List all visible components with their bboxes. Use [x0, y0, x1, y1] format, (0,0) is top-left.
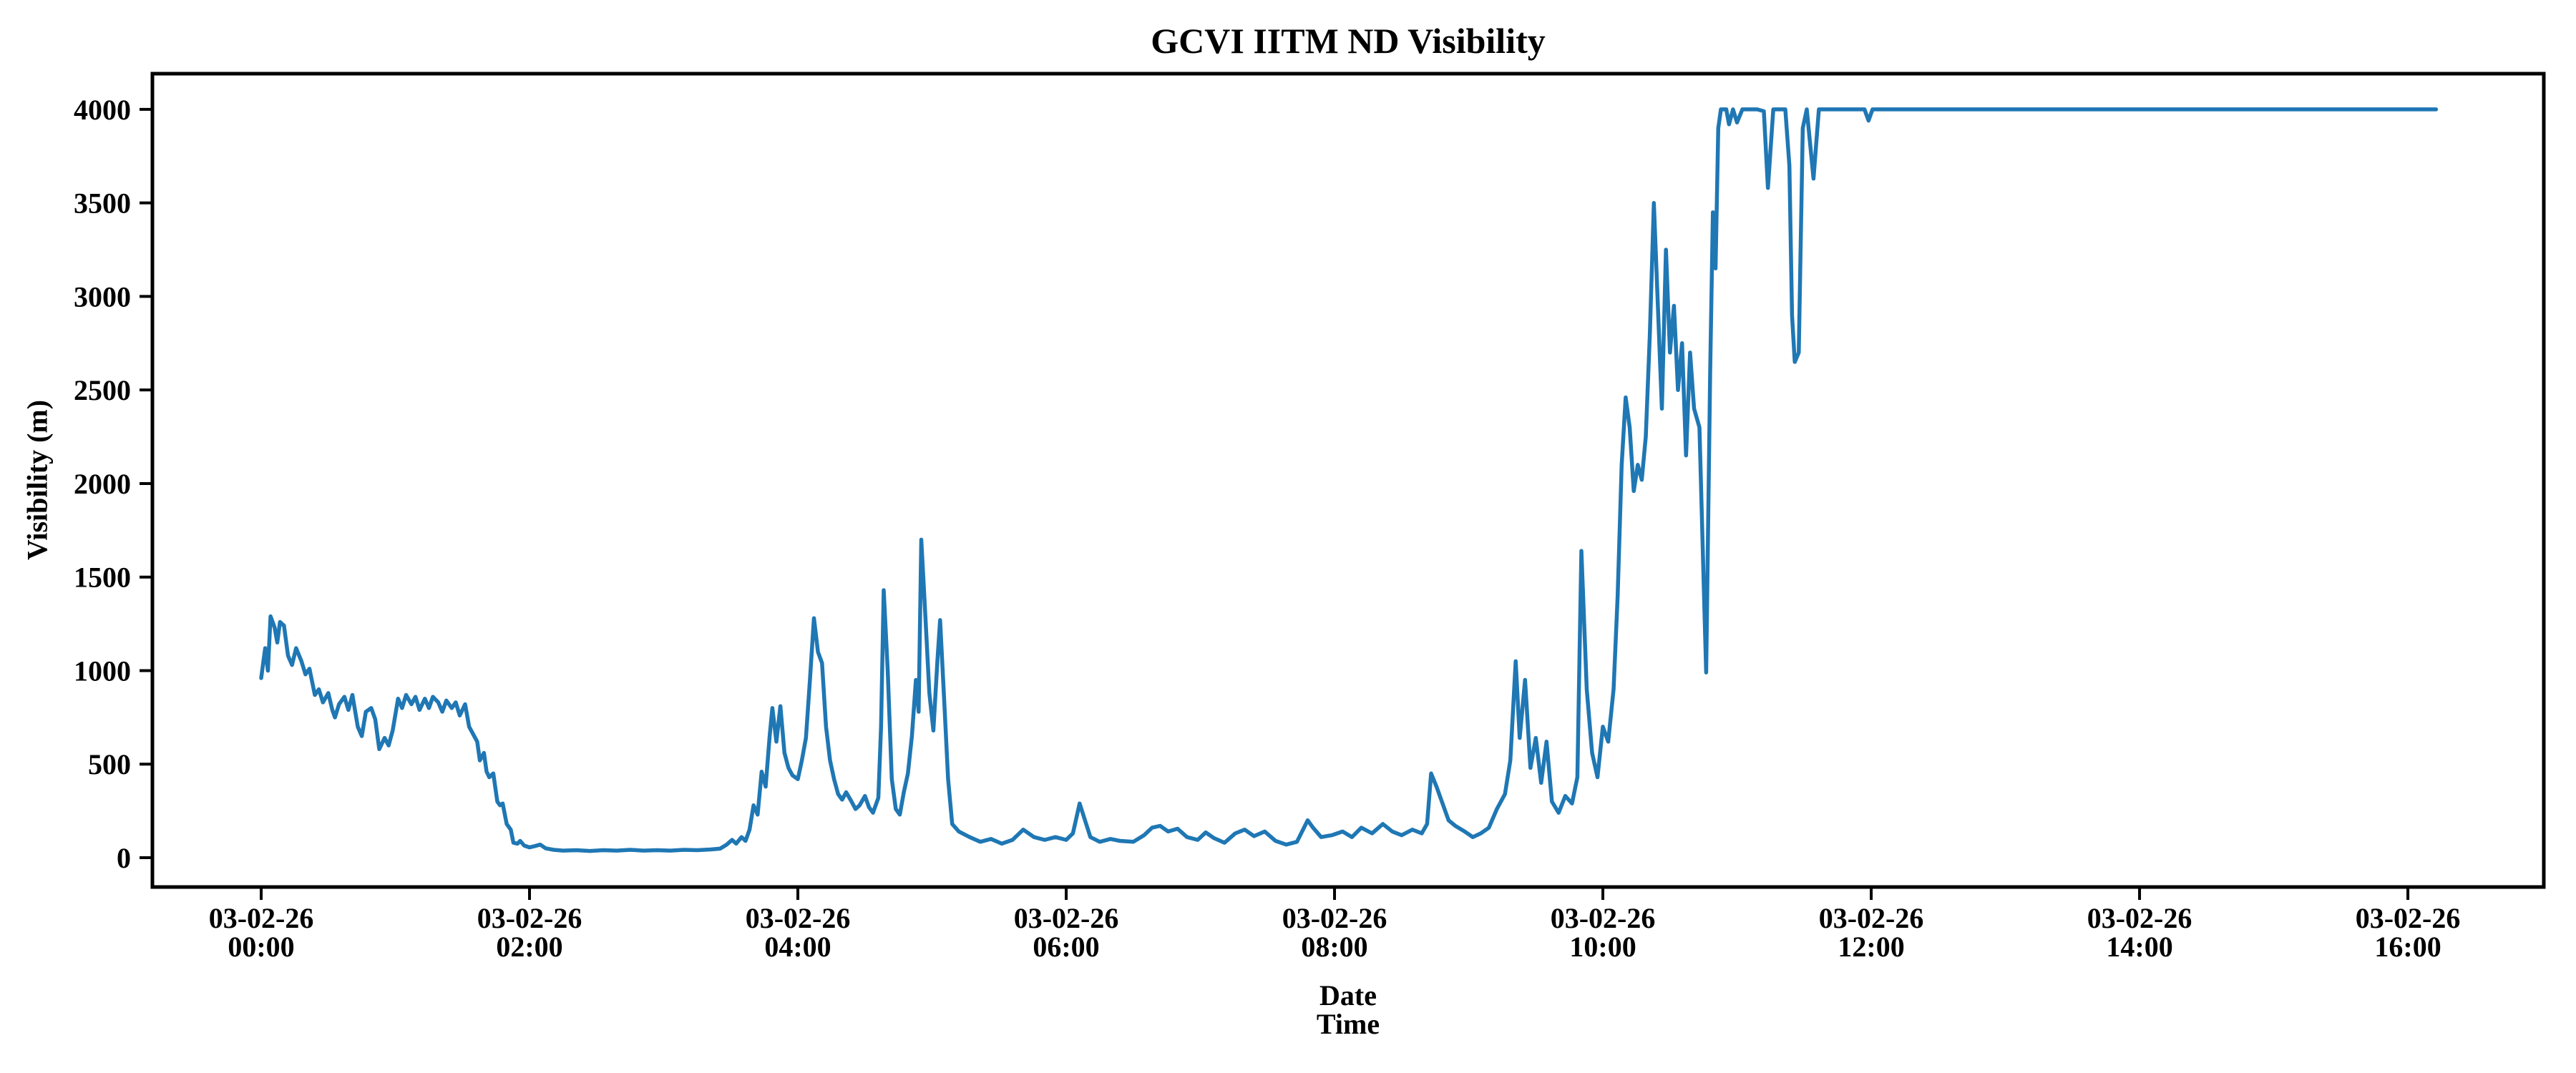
x-tick-label-date: 03-02-26 [209, 902, 314, 934]
x-tick-label-time: 16:00 [2374, 931, 2441, 963]
y-tick-label: 0 [117, 842, 131, 874]
y-tick-label: 2000 [74, 468, 131, 500]
x-axis-label-time: Time [1316, 1008, 1380, 1040]
x-tick-label-date: 03-02-26 [2087, 902, 2192, 934]
y-tick-label: 4000 [74, 94, 131, 126]
x-tick-label-date: 03-02-26 [1819, 902, 1924, 934]
x-tick-label-time: 02:00 [496, 931, 562, 963]
chart-title: GCVI IITM ND Visibility [1151, 21, 1546, 61]
x-axis-label: Date Time [1317, 981, 1380, 1039]
visibility-series-line [259, 107, 2439, 853]
x-tick-label-date: 03-02-26 [1014, 902, 1119, 934]
x-tick-label-time: 06:00 [1033, 931, 1099, 963]
x-tick-label-date: 03-02-26 [1551, 902, 1656, 934]
x-axis-label-date: Date [1319, 979, 1377, 1011]
x-tick-label-time: 14:00 [2106, 931, 2172, 963]
x-tick-label-time: 04:00 [764, 931, 831, 963]
x-tick-label-date: 03-02-26 [1282, 902, 1387, 934]
y-tick-label: 2500 [74, 374, 131, 406]
x-tick-label-time: 12:00 [1838, 931, 1904, 963]
x-tick-label-time: 10:00 [1569, 931, 1636, 963]
y-tick-label: 1000 [74, 655, 131, 687]
x-tick-label-date: 03-02-26 [746, 902, 851, 934]
x-tick-label-date: 03-02-26 [477, 902, 582, 934]
y-tick-label: 1500 [74, 562, 131, 594]
x-tick-label-time: 00:00 [228, 931, 294, 963]
y-axis-label: Visibility (m) [21, 399, 54, 561]
x-tick-label-time: 08:00 [1301, 931, 1367, 963]
x-tick-label-date: 03-02-26 [2356, 902, 2461, 934]
y-tick-label: 500 [88, 748, 131, 780]
y-tick-label: 3000 [74, 280, 131, 313]
plot-frame [150, 72, 2546, 889]
y-tick-label: 3500 [74, 187, 131, 220]
